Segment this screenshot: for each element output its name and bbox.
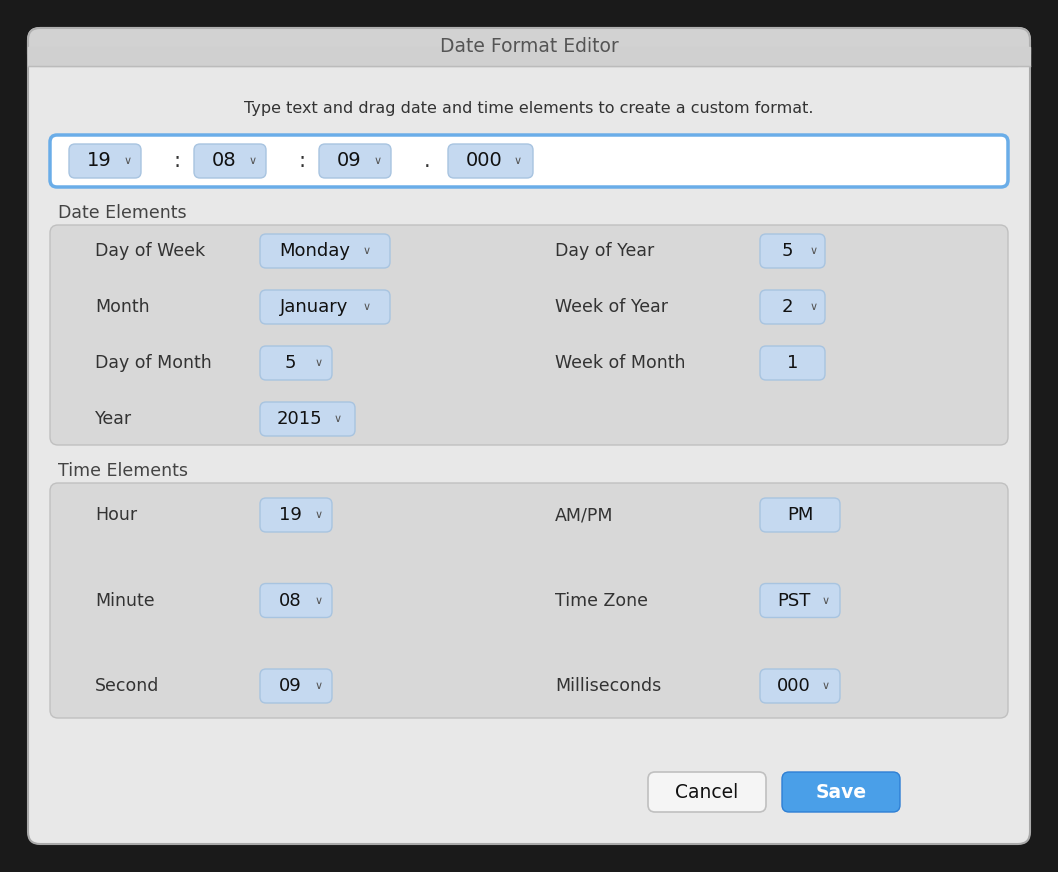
FancyBboxPatch shape	[320, 144, 391, 178]
Text: Type text and drag date and time elements to create a custom format.: Type text and drag date and time element…	[244, 100, 814, 115]
Text: 08: 08	[279, 591, 302, 610]
Text: ∨: ∨	[334, 414, 342, 424]
Text: ∨: ∨	[124, 156, 132, 166]
Text: 1: 1	[787, 354, 798, 372]
Text: ∨: ∨	[315, 358, 323, 368]
Text: Milliseconds: Milliseconds	[555, 677, 661, 695]
Text: Year: Year	[95, 410, 132, 428]
Text: ∨: ∨	[373, 156, 382, 166]
Text: Time Zone: Time Zone	[555, 591, 647, 610]
Text: 2: 2	[782, 298, 794, 316]
Text: January: January	[280, 298, 349, 316]
FancyBboxPatch shape	[28, 28, 1030, 844]
Text: Day of Month: Day of Month	[95, 354, 212, 372]
FancyBboxPatch shape	[260, 290, 390, 324]
Text: :: :	[298, 151, 306, 171]
Text: 19: 19	[279, 506, 302, 524]
FancyBboxPatch shape	[50, 483, 1008, 718]
FancyBboxPatch shape	[28, 28, 1030, 66]
FancyBboxPatch shape	[69, 144, 141, 178]
Text: 08: 08	[212, 152, 237, 171]
FancyBboxPatch shape	[194, 144, 266, 178]
Text: PST: PST	[777, 591, 810, 610]
Text: Monday: Monday	[279, 242, 350, 260]
Text: Save: Save	[816, 782, 867, 801]
Text: Second: Second	[95, 677, 160, 695]
FancyBboxPatch shape	[647, 772, 766, 812]
FancyBboxPatch shape	[260, 346, 332, 380]
Text: 09: 09	[279, 677, 302, 695]
Text: ∨: ∨	[363, 246, 370, 256]
Text: ∨: ∨	[822, 681, 829, 691]
FancyBboxPatch shape	[760, 346, 825, 380]
Text: 000: 000	[777, 677, 810, 695]
Text: Date Elements: Date Elements	[58, 204, 186, 222]
FancyBboxPatch shape	[760, 669, 840, 703]
Text: ∨: ∨	[315, 681, 323, 691]
FancyBboxPatch shape	[760, 234, 825, 268]
FancyBboxPatch shape	[260, 583, 332, 617]
Text: Cancel: Cancel	[675, 782, 738, 801]
Text: ∨: ∨	[363, 302, 370, 312]
Text: Date Format Editor: Date Format Editor	[440, 37, 618, 57]
FancyBboxPatch shape	[760, 583, 840, 617]
Text: Day of Week: Day of Week	[95, 242, 205, 260]
Text: ∨: ∨	[513, 156, 522, 166]
Text: Minute: Minute	[95, 591, 154, 610]
Text: Hour: Hour	[95, 506, 138, 524]
Text: :: :	[174, 151, 181, 171]
Text: ∨: ∨	[822, 596, 829, 605]
Text: 09: 09	[336, 152, 362, 171]
Text: ∨: ∨	[809, 302, 818, 312]
Text: PM: PM	[787, 506, 814, 524]
Text: .: .	[423, 151, 431, 171]
FancyBboxPatch shape	[260, 669, 332, 703]
Text: Day of Year: Day of Year	[555, 242, 654, 260]
FancyBboxPatch shape	[760, 498, 840, 532]
Text: 2015: 2015	[277, 410, 323, 428]
Text: ∨: ∨	[315, 596, 323, 605]
FancyBboxPatch shape	[782, 772, 900, 812]
Text: Month: Month	[95, 298, 149, 316]
Text: Week of Year: Week of Year	[555, 298, 668, 316]
FancyBboxPatch shape	[448, 144, 533, 178]
FancyBboxPatch shape	[260, 498, 332, 532]
FancyBboxPatch shape	[50, 135, 1008, 187]
Text: 5: 5	[782, 242, 794, 260]
Text: 19: 19	[87, 152, 111, 171]
Text: Week of Month: Week of Month	[555, 354, 686, 372]
FancyBboxPatch shape	[260, 234, 390, 268]
Text: AM/PM: AM/PM	[555, 506, 614, 524]
Text: 5: 5	[285, 354, 296, 372]
Text: ∨: ∨	[809, 246, 818, 256]
Text: Time Elements: Time Elements	[58, 462, 188, 480]
FancyBboxPatch shape	[50, 225, 1008, 445]
Text: 000: 000	[466, 152, 503, 171]
Text: ∨: ∨	[249, 156, 257, 166]
Text: ∨: ∨	[315, 510, 323, 520]
FancyBboxPatch shape	[760, 290, 825, 324]
FancyBboxPatch shape	[260, 402, 355, 436]
